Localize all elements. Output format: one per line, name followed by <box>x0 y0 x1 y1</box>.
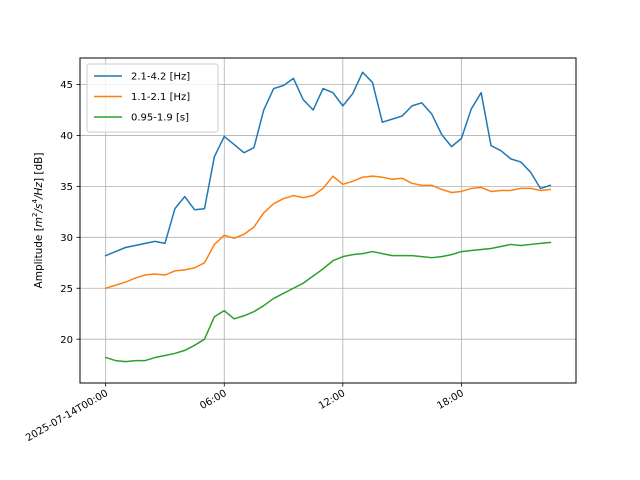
grid <box>80 58 576 383</box>
legend-label: 0.95-1.9 [s] <box>131 113 189 124</box>
legend-frame <box>86 63 219 133</box>
y-label-s-exp: 4 <box>31 198 39 203</box>
y-axis: 20 25 30 35 40 45 <box>60 80 80 346</box>
y-label-m: m <box>33 217 45 227</box>
legend-label: 2.1-4.2 [Hz] <box>131 72 190 83</box>
series-line-1 <box>104 71 552 257</box>
y-label-suffix: ] [dB] <box>33 153 45 183</box>
y-tick-label: 25 <box>60 284 73 295</box>
y-label-hz: /Hz <box>33 182 45 200</box>
y-tick-label: 35 <box>60 182 73 193</box>
y-label-s: s <box>33 203 45 209</box>
y-axis-label: Amplitude [m2/s4/Hz] [dB] <box>31 153 45 289</box>
series-layer <box>104 71 552 363</box>
y-label-slash: / <box>33 208 45 214</box>
y-tick-label: 20 <box>60 335 73 346</box>
series-line-3 <box>104 241 552 363</box>
plot-frame <box>79 57 577 384</box>
y-tick-label: 40 <box>60 131 73 142</box>
y-label-m-exp: 2 <box>31 213 39 217</box>
y-label-prefix: Amplitude [ <box>33 227 45 288</box>
legend: 2.1-4.2 [Hz] 1.1-2.1 [Hz] 0.95-1.9 [s] <box>86 63 219 133</box>
y-tick-label: 30 <box>60 233 73 244</box>
series-line-2 <box>104 175 552 290</box>
legend-label: 1.1-2.1 [Hz] <box>131 92 190 103</box>
y-tick-label: 45 <box>60 80 73 91</box>
